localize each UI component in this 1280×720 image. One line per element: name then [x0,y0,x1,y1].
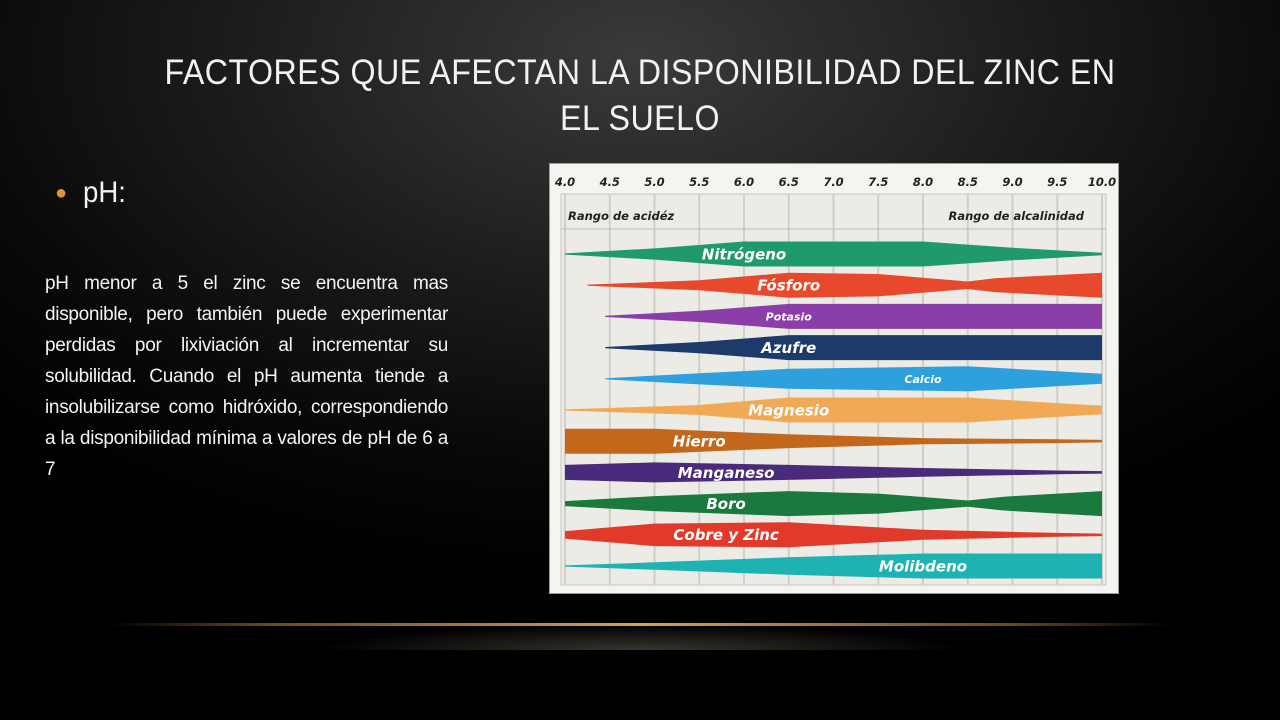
nutrient-band [565,522,1102,548]
x-tick-label: 10.0 [1088,175,1116,189]
x-tick-label: 9.0 [1002,175,1022,189]
acid-range-label: Rango de acidéz [568,209,675,223]
bullet-dot-icon: ● [55,181,68,204]
bullet-item-ph: ● pH: [55,176,130,210]
nutrient-band-label: Hierro [673,433,726,451]
body-paragraph: pH menor a 5 el zinc se encuentra mas di… [45,273,448,480]
x-tick-label: 4.5 [599,175,620,189]
x-tick-label: 6.0 [734,175,754,189]
x-tick-label: 7.5 [868,175,888,189]
nutrient-band-label: Magnesio [748,401,829,419]
x-tick-label: 6.5 [779,175,799,189]
nutrient-band [565,491,1102,517]
x-tick-label: 5.0 [644,175,664,189]
x-tick-label: 8.5 [958,175,978,189]
nutrient-band-label: Boro [706,495,745,513]
x-tick-label: 5.5 [689,175,709,189]
nutrient-band [587,272,1102,298]
x-tick-label: 7.0 [823,175,843,189]
nutrient-band-label: Fósforo [757,277,820,295]
chart-svg: 4.0 4.5 5.0 5.5 6.0 6.5 7.0 7.5 8.0 8.5 9.0 9.5 10.0… [550,164,1118,593]
ph-nutrient-chart: 4.0 4.5 5.0 5.5 6.0 6.5 7.0 7.5 8.0 8.5 9.0 9.5 10.0… [549,163,1119,594]
nutrient-band-label: Nitrógeno [702,245,786,263]
nutrient-band-label: Calcio [904,373,942,386]
nutrient-band [565,428,1102,454]
nutrient-band-label: Cobre y Zinc [673,526,779,544]
x-tick-label: 4.0 [554,175,575,189]
slide-title: FACTORES QUE AFECTAN LA DISPONIBILIDAD D… [164,53,1116,138]
nutrient-band [605,335,1102,361]
decorative-divider [110,623,1170,626]
nutrient-band [565,553,1102,579]
nutrient-band [565,462,1102,483]
x-tick-label: 9.5 [1047,175,1067,189]
x-tick-label: 8.0 [913,175,933,189]
nutrient-band-label: Azufre [760,339,816,357]
nutrient-band [565,241,1102,267]
nutrient-band-label: Molibdeno [879,557,967,575]
nutrient-band-label: Potasio [766,310,813,323]
alkaline-range-label: Rango de alcalinidad [949,209,1085,223]
nutrient-band [605,303,1102,329]
nutrient-band [565,397,1102,423]
nutrient-band-label: Manganeso [678,464,775,482]
bullet-label: pH: [83,176,127,209]
nutrient-band [605,366,1102,392]
